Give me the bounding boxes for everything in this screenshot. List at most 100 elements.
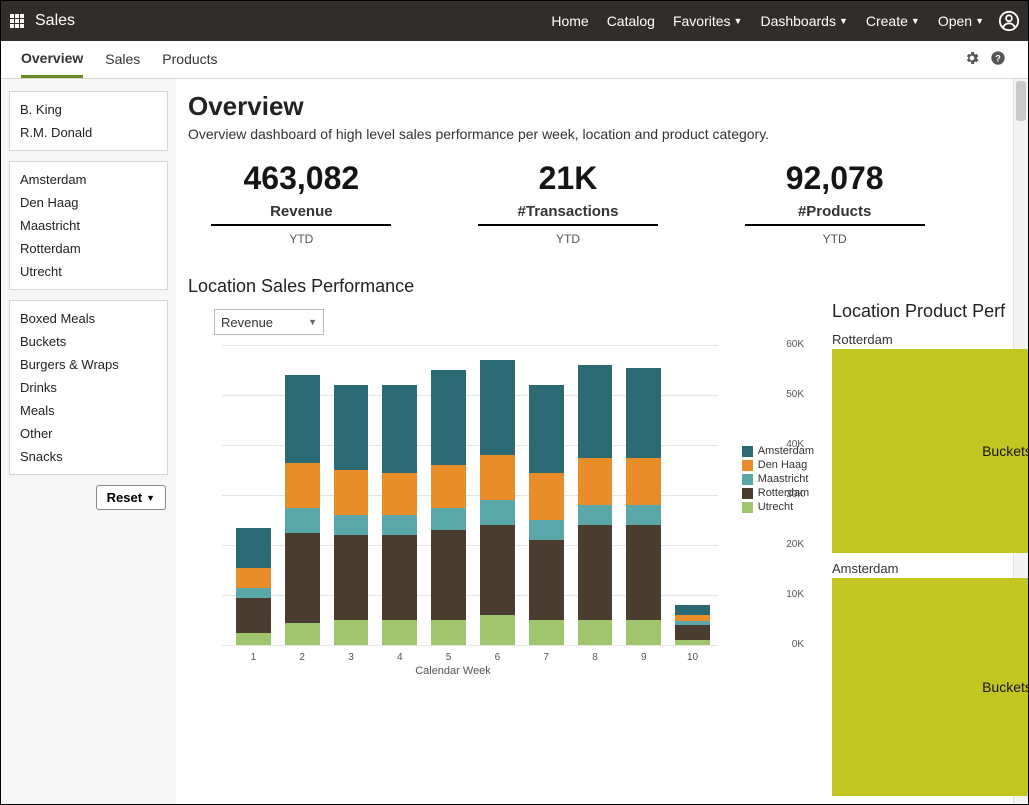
filter-item[interactable]: Maastricht bbox=[10, 214, 167, 237]
treemap-title: Location Product Perf bbox=[832, 301, 1028, 322]
bar-column[interactable]: 8 bbox=[578, 365, 613, 645]
filter-item[interactable]: Burgers & Wraps bbox=[10, 353, 167, 376]
legend-item[interactable]: Utrecht bbox=[742, 501, 814, 513]
bar-segment-rotterdam bbox=[382, 535, 417, 620]
treemap-cell[interactable]: Buckets bbox=[832, 578, 1028, 796]
chevron-down-icon: ▼ bbox=[146, 493, 155, 503]
kpi-unit: YTD bbox=[458, 232, 678, 246]
bar-segment-utrecht bbox=[334, 620, 369, 645]
chart-measure-value: Revenue bbox=[221, 315, 273, 330]
filter-item[interactable]: Amsterdam bbox=[10, 168, 167, 191]
bar-segment-den-haag bbox=[382, 473, 417, 516]
bar-column[interactable]: 3 bbox=[334, 385, 369, 645]
treemap-cell[interactable]: Buckets bbox=[832, 349, 1028, 553]
legend-swatch bbox=[742, 446, 753, 457]
legend-swatch bbox=[742, 460, 753, 471]
bar-segment-rotterdam bbox=[675, 625, 710, 640]
bar-column[interactable]: 1 bbox=[236, 528, 271, 646]
gear-icon[interactable] bbox=[964, 50, 980, 69]
y-tick-label: 10K bbox=[786, 589, 804, 600]
bar-segment-amsterdam bbox=[382, 385, 417, 473]
bar-column[interactable]: 4 bbox=[382, 385, 417, 645]
bar-segment-amsterdam bbox=[675, 605, 710, 615]
bar-segment-utrecht bbox=[675, 640, 710, 645]
nav-item-home[interactable]: Home bbox=[551, 13, 588, 29]
filter-item[interactable]: R.M. Donald bbox=[10, 121, 167, 144]
bar-segment-utrecht bbox=[626, 620, 661, 645]
nav-item-dashboards[interactable]: Dashboards ▼ bbox=[760, 13, 847, 29]
help-icon[interactable]: ? bbox=[990, 50, 1006, 69]
page-title: Overview bbox=[188, 91, 1028, 122]
bar-column[interactable]: 9 bbox=[626, 368, 661, 646]
bar-column[interactable]: 5 bbox=[431, 370, 466, 645]
bar-segment-den-haag bbox=[480, 455, 515, 500]
bar-segment-rotterdam bbox=[578, 525, 613, 620]
bar-segment-amsterdam bbox=[578, 365, 613, 458]
kpi-row: 463,082RevenueYTD21K#TransactionsYTD92,0… bbox=[188, 160, 948, 246]
bar-segment-rotterdam bbox=[236, 598, 271, 633]
bar-segment-rotterdam bbox=[626, 525, 661, 620]
filter-item[interactable]: Snacks bbox=[10, 445, 167, 468]
chart-title: Location Sales Performance bbox=[188, 276, 828, 297]
kpi-label: #Products bbox=[745, 203, 925, 226]
legend-item[interactable]: Rotterdam bbox=[742, 487, 814, 499]
x-tick-label: 1 bbox=[236, 652, 271, 663]
filter-item[interactable]: Drinks bbox=[10, 376, 167, 399]
bar-column[interactable]: 10 bbox=[675, 605, 710, 645]
bar-segment-maastricht bbox=[626, 505, 661, 525]
nav-item-open[interactable]: Open ▼ bbox=[938, 13, 984, 29]
treemap-color-measure: #Trans bbox=[947, 802, 984, 804]
legend-label: Den Haag bbox=[758, 459, 808, 471]
reset-label: Reset bbox=[107, 490, 142, 505]
filter-item[interactable]: B. King bbox=[10, 98, 167, 121]
filter-item[interactable]: Boxed Meals bbox=[10, 307, 167, 330]
x-tick-label: 10 bbox=[675, 652, 710, 663]
legend-label: Maastricht bbox=[758, 473, 809, 485]
reset-button[interactable]: Reset ▼ bbox=[96, 485, 166, 510]
nav-item-favorites[interactable]: Favorites ▼ bbox=[673, 13, 743, 29]
x-axis-title: Calendar Week bbox=[188, 665, 718, 677]
kpi-card: 21K#TransactionsYTD bbox=[458, 160, 678, 246]
legend-item[interactable]: Maastricht bbox=[742, 473, 814, 485]
nav-item-catalog[interactable]: Catalog bbox=[607, 13, 655, 29]
chart-region: Location Sales Performance Revenue ▼ 0K 1… bbox=[188, 276, 828, 675]
y-tick-label: 0K bbox=[792, 639, 804, 650]
tab-products[interactable]: Products bbox=[162, 43, 217, 76]
chart-area: 0K10K20K30K40K50K60K12345678910Calendar … bbox=[188, 345, 808, 675]
kpi-value: 92,078 bbox=[725, 160, 945, 197]
bar-column[interactable]: 7 bbox=[529, 385, 564, 645]
app-title: Sales bbox=[35, 12, 75, 30]
nav-item-create[interactable]: Create ▼ bbox=[866, 13, 920, 29]
bar-segment-den-haag bbox=[626, 458, 661, 506]
filter-item[interactable]: Other bbox=[10, 422, 167, 445]
legend-swatch bbox=[742, 488, 753, 499]
user-icon[interactable] bbox=[998, 10, 1020, 32]
treemap-size-key: Size bbox=[832, 802, 855, 804]
nav-item-label: Favorites bbox=[673, 13, 731, 29]
bar-segment-amsterdam bbox=[236, 528, 271, 568]
bar-column[interactable]: 2 bbox=[285, 375, 320, 645]
bar-segment-utrecht bbox=[578, 620, 613, 645]
chevron-down-icon: ▼ bbox=[734, 16, 743, 26]
filter-item[interactable]: Buckets bbox=[10, 330, 167, 353]
legend-label: Utrecht bbox=[758, 501, 793, 513]
filter-panel-2: Boxed MealsBucketsBurgers & WrapsDrinksM… bbox=[9, 300, 168, 475]
bar-column[interactable]: 6 bbox=[480, 360, 515, 645]
treemap-group-label: Rotterdam bbox=[832, 330, 1028, 349]
grid-icon[interactable] bbox=[9, 13, 25, 29]
bar-segment-utrecht bbox=[480, 615, 515, 645]
legend-item[interactable]: Den Haag bbox=[742, 459, 814, 471]
chart-measure-selector[interactable]: Revenue ▼ bbox=[214, 309, 324, 335]
nav-item-label: Open bbox=[938, 13, 972, 29]
appbar: Sales Home Catalog Favorites ▼ Dashboards ▼… bbox=[1, 1, 1028, 41]
filter-item[interactable]: Meals bbox=[10, 399, 167, 422]
legend-item[interactable]: Amsterdam bbox=[742, 445, 814, 457]
tab-sales[interactable]: Sales bbox=[105, 43, 140, 76]
filter-item[interactable]: Utrecht bbox=[10, 260, 167, 283]
filter-item[interactable]: Rotterdam bbox=[10, 237, 167, 260]
tab-overview[interactable]: Overview bbox=[21, 42, 83, 78]
chart-plot: 123456789 10 bbox=[228, 345, 718, 645]
nav-item-label: Create bbox=[866, 13, 908, 29]
filter-item[interactable]: Den Haag bbox=[10, 191, 167, 214]
x-tick-label: 3 bbox=[334, 652, 369, 663]
